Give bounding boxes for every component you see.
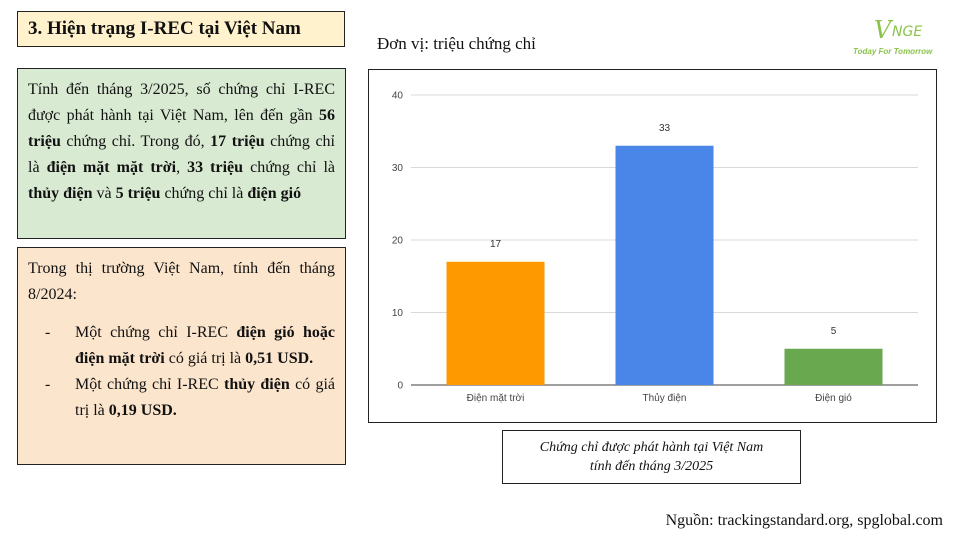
source-note: Nguồn: trackingstandard.org, spglobal.co… [665,512,943,529]
market-bullet-list: - Một chứng chỉ I-REC điện gió hoặc điện … [28,320,335,424]
y-tick-label: 20 [392,236,404,247]
bar [784,348,883,385]
x-tick-label: Thủy điện [643,392,687,404]
bold-text: thủy điện [28,185,93,202]
bar-chart: 0 10 20 30 40 17 Điện mặt trời 33 Thủy điện 5 Điện… [368,69,937,423]
bold-text: thủy điện [223,376,290,393]
caption-line-1: Chứng chỉ được phát hành tại Việt Nam [539,440,764,455]
bold-text: 0,19 USD. [108,402,177,419]
bold-text: 5 triệu [115,185,161,202]
data-label: 17 [490,239,502,250]
bar [615,145,714,385]
text-segment: chứng chỉ là [160,185,248,202]
text-segment: chứng chỉ là [28,133,335,176]
logo-wordmark: NGE [892,24,923,40]
text-segment: và [92,185,116,202]
slide-title: 3. Hiện trạng I-REC tại Việt Nam [17,11,345,47]
text-segment: Tính đến tháng 3/2025, số chứng chỉ I-RE… [28,81,335,124]
market-intro: Trong thị trường Việt Nam, tính đến thán… [28,260,335,303]
bold-text: điện mặt mặt trời [46,159,177,176]
text-segment: chứng chỉ là [243,159,336,176]
text-segment: có giá trị là [164,350,246,367]
summary-box: Tính đến tháng 3/2025, số chứng chỉ I-RE… [17,68,346,239]
unit-label: Đơn vị: triệu chứng chỉ [377,34,536,53]
y-tick-label: 30 [392,163,404,174]
data-label: 33 [659,123,671,134]
bold-text: 0,51 USD. [245,350,314,367]
bold-text: điện gió hoặc điện mặt trời [75,324,335,367]
data-label: 5 [831,326,837,337]
y-tick-label: 40 [392,91,404,102]
x-tick-label: Điện gió [815,393,852,404]
text-segment: Một chứng chỉ I-REC [75,376,224,393]
text-segment: Một chứng chỉ I-REC [75,324,237,341]
text-segment: có giá trị là [75,376,336,419]
y-tick-label: 10 [392,308,404,319]
bar-chart-svg: 0 10 20 30 40 17 Điện mặt trời 33 Thủy điện 5 Điện… [392,91,918,404]
market-box: Trong thị trường Việt Nam, tính đến thán… [17,247,346,465]
bold-text: 56 triệu [28,107,335,150]
x-tick-label: Điện mặt trời [467,393,525,404]
market-bullet-item: - Một chứng chỉ I-REC thủy điện có giá tr… [28,372,335,424]
logo-mark: V [874,16,892,44]
logo-tagline: Today For Tomorrow [853,47,933,56]
market-bullet-item: - Một chứng chỉ I-REC điện gió hoặc điện … [28,320,335,372]
vnge-logo: V NGE Today For Tomorrow [848,14,948,62]
text-segment: chứng chỉ. Trong đó, [60,133,211,150]
bold-text: 17 triệu [210,133,265,150]
bold-text: điện gió [247,185,302,202]
text-segment: , [176,159,188,176]
chart-caption: Chứng chỉ được phát hành tại Việt Nam tí… [502,430,801,484]
bullet-dash: - [45,376,51,393]
y-tick-label: 0 [397,381,403,392]
summary-text: Tính đến tháng 3/2025, số chứng chỉ I-RE… [28,77,335,207]
bold-text: 33 triệu [187,159,244,176]
bar [446,261,545,385]
bullet-dash: - [45,324,51,341]
caption-line-2: tính đến tháng 3/2025 [589,459,714,474]
